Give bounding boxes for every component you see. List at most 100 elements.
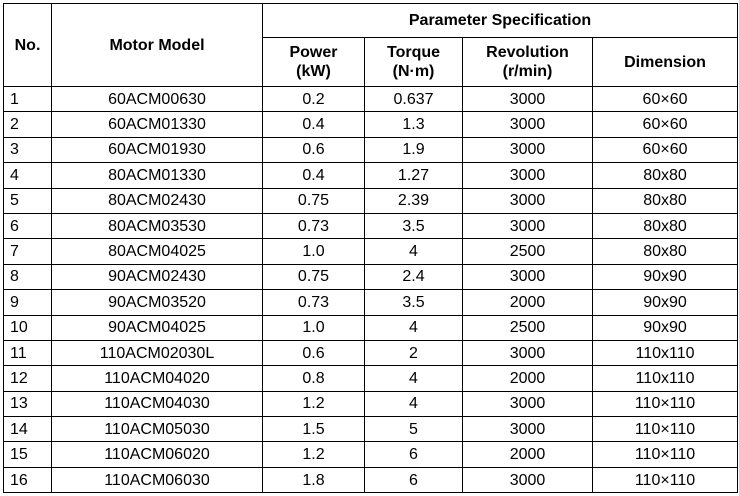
column-name: Power <box>289 44 338 61</box>
header-cell: Power (kW) <box>262 37 365 87</box>
table-cell: 80ACM03530 <box>51 212 263 240</box>
table-cell: 80x80 <box>591 162 739 189</box>
table-cell: 110ACM04020 <box>51 365 263 392</box>
table-cell: 1.2 <box>262 441 365 468</box>
table-cell: 2500 <box>462 238 593 265</box>
table-cell: 4 <box>364 390 463 418</box>
table-cell: 3000 <box>462 416 593 443</box>
table-cell: 110ACM04030 <box>51 390 263 418</box>
table-cell: 2500 <box>462 314 593 341</box>
table-cell: 2.39 <box>364 187 463 214</box>
table-cell: 3000 <box>462 162 593 189</box>
spec-table: No. Motor Model Parameter Specification … <box>3 3 739 494</box>
table-cell: 60×60 <box>591 111 739 138</box>
table-cell: 3.5 <box>364 212 463 240</box>
table-cell: 10 <box>3 314 52 341</box>
table-row: 12 110ACM04020 0.8 4 2000 110x110 <box>3 365 739 392</box>
table-cell: 1.3 <box>364 111 463 138</box>
table-cell: 1.27 <box>364 162 463 189</box>
table-cell: 6 <box>364 466 463 494</box>
table-cell: 3000 <box>462 85 593 113</box>
table-cell: 3 <box>3 136 52 164</box>
table-cell: 0.73 <box>262 212 365 240</box>
table-cell: 1.0 <box>262 314 365 341</box>
table-row: 5 80ACM02430 0.75 2.39 3000 80x80 <box>3 187 739 214</box>
table-cell: 2 <box>364 339 463 367</box>
table-cell: 0.4 <box>262 162 365 189</box>
table-cell: 110ACM02030L <box>51 339 263 367</box>
table-cell: 8 <box>3 263 52 291</box>
table-cell: 0.75 <box>262 187 365 214</box>
table-cell: 14 <box>3 416 52 443</box>
table-row: 1 60ACM00630 0.2 0.637 3000 60×60 <box>3 85 739 113</box>
table-body: 1 60ACM00630 0.2 0.637 3000 60×60 2 60ACM01330 0… <box>3 85 739 494</box>
table-cell: 3000 <box>462 466 593 494</box>
table-cell: 60×60 <box>591 85 739 113</box>
table-cell: 110ACM05030 <box>51 416 263 443</box>
column-unit: (r/min) <box>502 63 553 80</box>
table-cell: 9 <box>3 289 52 316</box>
table-cell: 80x80 <box>591 212 739 240</box>
column-name: Revolution <box>486 44 569 61</box>
table-cell: 7 <box>3 238 52 265</box>
table-cell: 5 <box>364 416 463 443</box>
table-cell: 3000 <box>462 136 593 164</box>
table-cell: 3000 <box>462 390 593 418</box>
table-cell: 60ACM01330 <box>51 111 263 138</box>
table-cell: 6 <box>364 441 463 468</box>
table-header: No. Motor Model Parameter Specification … <box>3 3 739 87</box>
table-cell: 15 <box>3 441 52 468</box>
table-cell: 60ACM01930 <box>51 136 263 164</box>
header-cell: Motor Model <box>51 3 263 87</box>
column-name: Dimension <box>624 53 706 71</box>
table-cell: 0.75 <box>262 263 365 291</box>
table-cell: 110×110 <box>591 416 739 443</box>
table-cell: 60×60 <box>591 136 739 164</box>
table-cell: 110ACM06020 <box>51 441 263 468</box>
table-cell: 1.9 <box>364 136 463 164</box>
table-row: 8 90ACM02430 0.75 2.4 3000 90x90 <box>3 263 739 291</box>
table-cell: 110x110 <box>591 365 739 392</box>
table-cell: 60ACM00630 <box>51 85 263 113</box>
table-cell: 1.5 <box>262 416 365 443</box>
header-cell: Revolution (r/min) <box>462 37 593 87</box>
table-cell: 6 <box>3 212 52 240</box>
table-row: 11 110ACM02030L 0.6 2 3000 110x110 <box>3 339 739 367</box>
column-name: Torque <box>386 44 441 61</box>
table-cell: 11 <box>3 339 52 367</box>
header-cell: No. <box>3 3 52 87</box>
table-cell: 0.73 <box>262 289 365 316</box>
table-cell: 12 <box>3 365 52 392</box>
table-cell: 2000 <box>462 365 593 392</box>
table-cell: 0.637 <box>364 85 463 113</box>
header-row: No. Motor Model Parameter Specification <box>3 3 739 87</box>
header-cell: Dimension <box>591 37 739 87</box>
table-cell: 90ACM02430 <box>51 263 263 291</box>
table-cell: 2000 <box>462 289 593 316</box>
table-cell: 80x80 <box>591 187 739 214</box>
table-cell: 0.8 <box>262 365 365 392</box>
table-cell: 80ACM01330 <box>51 162 263 189</box>
table-cell: 1.0 <box>262 238 365 265</box>
header-cell: Torque (N·m) <box>364 37 463 87</box>
table-cell: 0.6 <box>262 339 365 367</box>
table-cell: 80x80 <box>591 238 739 265</box>
table-cell: 110×110 <box>591 441 739 468</box>
table-cell: 3000 <box>462 263 593 291</box>
table-cell: 0.4 <box>262 111 365 138</box>
table-cell: 1.8 <box>262 466 365 494</box>
table-cell: 3.5 <box>364 289 463 316</box>
table-cell: 110ACM06030 <box>51 466 263 494</box>
table-cell: 80ACM02430 <box>51 187 263 214</box>
column-unit: (kW) <box>296 63 331 80</box>
table-cell: 2.4 <box>364 263 463 291</box>
table-cell: 16 <box>3 466 52 494</box>
table-row: 3 60ACM01930 0.6 1.9 3000 60×60 <box>3 136 739 164</box>
table-cell: 110×110 <box>591 466 739 494</box>
table-cell: 3000 <box>462 187 593 214</box>
table-row: 2 60ACM01330 0.4 1.3 3000 60×60 <box>3 111 739 138</box>
table-cell: 80ACM04025 <box>51 238 263 265</box>
table-cell: 90ACM04025 <box>51 314 263 341</box>
table-cell: 110×110 <box>591 390 739 418</box>
table-row: 13 110ACM04030 1.2 4 3000 110×110 <box>3 390 739 418</box>
